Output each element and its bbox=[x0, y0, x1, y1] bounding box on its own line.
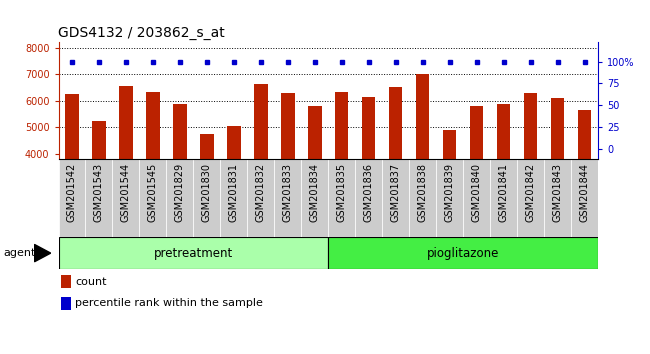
Bar bbox=[578, 110, 592, 159]
Text: GSM201841: GSM201841 bbox=[499, 163, 508, 222]
Bar bbox=[274, 159, 302, 237]
Text: pretreatment: pretreatment bbox=[154, 247, 233, 259]
Bar bbox=[490, 159, 517, 237]
Text: GSM201829: GSM201829 bbox=[175, 163, 185, 222]
Bar bbox=[544, 159, 571, 237]
Bar bbox=[416, 74, 430, 159]
Bar bbox=[146, 92, 160, 159]
Text: GSM201844: GSM201844 bbox=[580, 163, 590, 222]
Text: GSM201843: GSM201843 bbox=[552, 163, 562, 222]
Bar bbox=[463, 159, 490, 237]
Text: GSM201835: GSM201835 bbox=[337, 163, 346, 222]
Bar bbox=[470, 107, 484, 159]
Text: count: count bbox=[75, 277, 107, 287]
Bar bbox=[328, 237, 598, 269]
Bar bbox=[308, 107, 322, 159]
Bar bbox=[443, 130, 456, 159]
Polygon shape bbox=[34, 244, 51, 262]
Text: GSM201545: GSM201545 bbox=[148, 163, 158, 222]
Bar bbox=[362, 97, 376, 159]
Bar bbox=[92, 121, 106, 159]
Text: agent: agent bbox=[3, 248, 36, 258]
Bar bbox=[247, 159, 274, 237]
Text: GSM201839: GSM201839 bbox=[445, 163, 454, 222]
Bar bbox=[119, 86, 133, 159]
Text: GSM201830: GSM201830 bbox=[202, 163, 212, 222]
Bar bbox=[220, 159, 247, 237]
Bar bbox=[382, 159, 410, 237]
Text: GSM201542: GSM201542 bbox=[67, 163, 77, 222]
Bar bbox=[517, 159, 544, 237]
Text: pioglitazone: pioglitazone bbox=[427, 247, 499, 259]
Bar bbox=[112, 159, 140, 237]
Bar bbox=[497, 104, 510, 159]
Bar bbox=[140, 159, 166, 237]
Bar bbox=[58, 237, 328, 269]
Bar bbox=[551, 98, 564, 159]
Bar bbox=[524, 93, 538, 159]
Text: GSM201840: GSM201840 bbox=[472, 163, 482, 222]
Bar bbox=[335, 92, 348, 159]
Bar bbox=[355, 159, 382, 237]
Bar bbox=[254, 85, 268, 159]
Bar bbox=[61, 297, 71, 309]
Bar bbox=[389, 87, 402, 159]
Text: GDS4132 / 203862_s_at: GDS4132 / 203862_s_at bbox=[58, 26, 226, 40]
Bar bbox=[328, 159, 355, 237]
Text: GSM201832: GSM201832 bbox=[256, 163, 266, 222]
Bar bbox=[410, 159, 436, 237]
Bar bbox=[85, 159, 112, 237]
Bar bbox=[173, 104, 187, 159]
Text: GSM201544: GSM201544 bbox=[121, 163, 131, 222]
Bar bbox=[227, 126, 240, 159]
Bar bbox=[65, 94, 79, 159]
Bar bbox=[61, 275, 71, 289]
Bar bbox=[166, 159, 194, 237]
Bar bbox=[58, 159, 85, 237]
Text: GSM201837: GSM201837 bbox=[391, 163, 400, 222]
Bar bbox=[194, 159, 220, 237]
Bar bbox=[281, 93, 294, 159]
Bar bbox=[302, 159, 328, 237]
Text: GSM201836: GSM201836 bbox=[364, 163, 374, 222]
Text: GSM201831: GSM201831 bbox=[229, 163, 239, 222]
Text: GSM201833: GSM201833 bbox=[283, 163, 292, 222]
Text: GSM201834: GSM201834 bbox=[310, 163, 320, 222]
Text: GSM201842: GSM201842 bbox=[526, 163, 536, 222]
Bar bbox=[200, 134, 214, 159]
Bar bbox=[571, 159, 598, 237]
Bar bbox=[436, 159, 463, 237]
Text: GSM201838: GSM201838 bbox=[418, 163, 428, 222]
Text: GSM201543: GSM201543 bbox=[94, 163, 104, 222]
Text: percentile rank within the sample: percentile rank within the sample bbox=[75, 298, 263, 308]
